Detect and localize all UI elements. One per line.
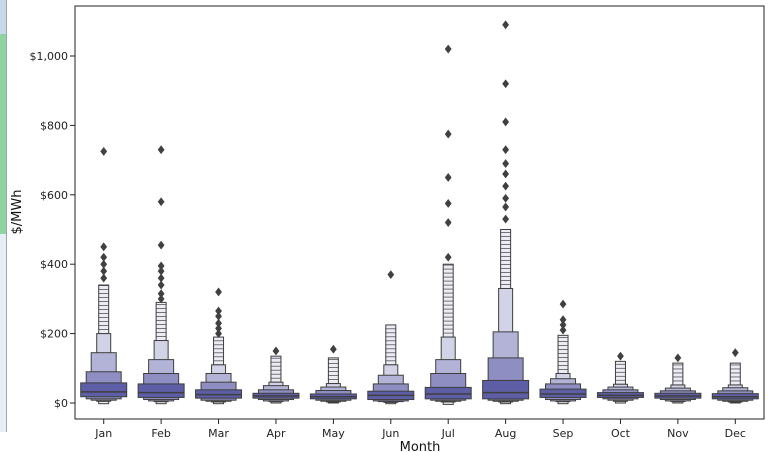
outlier-point: [215, 306, 222, 316]
outlier-point: [215, 323, 222, 333]
outlier-point: [559, 325, 567, 335]
outlier-point: [444, 218, 452, 227]
month-boxen-jul: [424, 44, 472, 405]
boxes-layer: [80, 20, 759, 405]
outlier-point: [157, 294, 165, 304]
outlier-point: [100, 259, 108, 269]
letter-value-box: [80, 382, 128, 398]
x-tick-label: Oct: [611, 427, 631, 440]
outlier-point: [502, 193, 510, 203]
tail-stack: [614, 360, 626, 385]
outlier-point: [502, 79, 510, 89]
month-boxen-jun: [367, 270, 415, 405]
outlier-point: [502, 117, 510, 127]
y-tick-label: $0: [54, 397, 68, 410]
outlier-point: [502, 202, 510, 212]
left-edge-panel-bottom: [0, 234, 6, 432]
outlier-point: [559, 315, 567, 325]
outlier-point: [502, 159, 510, 168]
outlier-point: [100, 266, 108, 276]
month-boxen-jan: [80, 147, 128, 405]
x-tick-label: Dec: [725, 427, 746, 440]
y-tick-label: $200: [40, 328, 68, 341]
outlier-point: [329, 344, 337, 354]
x-tick-label: Apr: [266, 427, 286, 440]
letter-value-box: [482, 379, 530, 400]
outlier-point: [157, 289, 165, 299]
outlier-point: [157, 197, 165, 207]
outlier-point: [215, 311, 222, 321]
x-tick-label: Aug: [495, 427, 516, 440]
x-tick-label: Jan: [94, 427, 112, 440]
outlier-point: [444, 44, 452, 54]
outlier-point: [272, 346, 280, 356]
outlier-point: [157, 145, 165, 155]
outlier-point: [215, 287, 222, 297]
letter-value-box: [137, 383, 185, 398]
outlier-point: [502, 20, 510, 30]
month-boxen-may: [309, 344, 357, 404]
outlier-point: [444, 173, 452, 182]
tail-stack: [557, 334, 569, 375]
outlier-point: [444, 199, 452, 208]
left-edge-panel-top: [0, 0, 6, 34]
month-boxen-nov: [654, 353, 702, 404]
month-boxen-oct: [596, 351, 644, 404]
outlier-point: [674, 353, 682, 363]
y-tick-label: $400: [40, 258, 68, 271]
outlier-point: [157, 240, 165, 250]
outlier-point: [502, 181, 510, 191]
x-tick-label: Mar: [208, 427, 229, 440]
month-boxen-mar: [195, 287, 243, 405]
y-axis-ticks: $0 $200 $400 $600 $800 $1,000: [30, 50, 75, 410]
outlier-point: [559, 299, 567, 309]
letter-value-box: [424, 386, 472, 400]
y-tick-label: $1,000: [30, 50, 69, 63]
outlier-point: [559, 320, 567, 330]
left-edge-panel: [0, 0, 7, 432]
left-edge-panel-middle: [0, 34, 6, 234]
outlier-point: [502, 214, 510, 224]
y-axis-title: $/MWh: [10, 190, 25, 235]
month-boxen-apr: [252, 346, 300, 404]
outlier-point: [100, 273, 108, 283]
x-tick-label: Jul: [441, 427, 455, 440]
outlier-point: [444, 129, 452, 139]
x-tick-label: Feb: [151, 427, 170, 440]
outlier-point: [215, 318, 222, 328]
y-tick-label: $600: [40, 189, 68, 202]
x-tick-label: May: [322, 427, 345, 440]
x-axis-ticks: Jan Feb Mar Apr May Jun Jul Aug Sep Oct Nov Dec: [94, 419, 746, 440]
outlier-point: [387, 270, 395, 280]
month-boxen-aug: [482, 20, 530, 405]
x-tick-label: Sep: [553, 427, 574, 440]
outlier-point: [444, 252, 452, 262]
outlier-point: [157, 261, 165, 271]
tail-stack: [155, 301, 167, 342]
outlier-point: [100, 242, 108, 252]
outlier-point: [157, 273, 165, 283]
plot-frame: [74, 5, 765, 420]
outlier-point: [215, 329, 222, 339]
tail-stack: [442, 263, 454, 338]
outlier-point: [731, 348, 739, 358]
outlier-point: [157, 266, 165, 276]
outlier-point: [100, 252, 108, 262]
outlier-point: [502, 145, 510, 155]
x-tick-label: Jun: [381, 427, 399, 440]
y-tick-label: $800: [40, 119, 68, 132]
outlier-point: [157, 280, 165, 290]
outlier-point: [502, 169, 510, 179]
month-boxen-sep: [539, 299, 587, 405]
tail-stack: [729, 362, 741, 386]
month-boxen-feb: [137, 145, 185, 405]
outlier-point: [100, 147, 108, 156]
x-tick-label: Nov: [667, 427, 689, 440]
outlier-point: [617, 351, 624, 361]
tail-stack: [672, 362, 684, 386]
tail-stack: [500, 229, 512, 289]
x-axis-title: Month: [400, 440, 441, 452]
month-boxen-dec: [711, 348, 759, 404]
